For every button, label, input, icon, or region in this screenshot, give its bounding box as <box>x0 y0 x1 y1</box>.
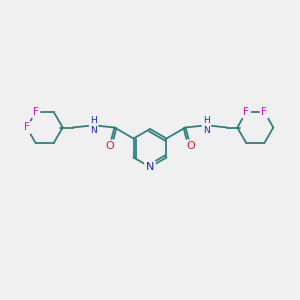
Text: H
N: H N <box>203 116 210 135</box>
Text: F: F <box>243 107 249 117</box>
Text: F: F <box>261 107 267 117</box>
Text: F: F <box>33 107 39 117</box>
Text: N: N <box>146 162 154 172</box>
Text: O: O <box>105 141 114 151</box>
Text: O: O <box>186 141 195 151</box>
Text: F: F <box>24 122 30 133</box>
Text: H
N: H N <box>90 116 97 135</box>
